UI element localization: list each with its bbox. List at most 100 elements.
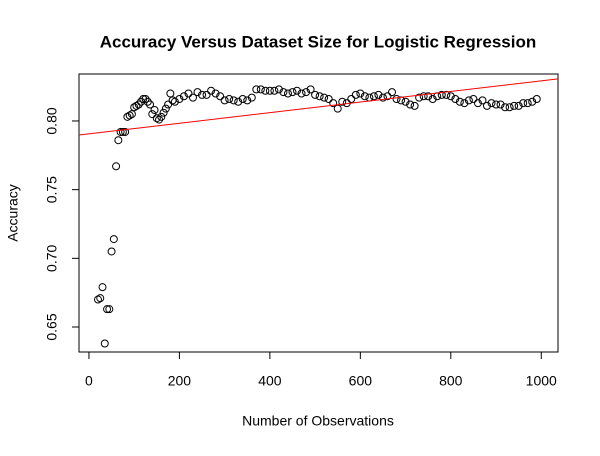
point (279, 88, 288, 97)
point (383, 92, 392, 101)
point (320, 93, 329, 102)
point (464, 96, 473, 105)
y-tick-label: 0.70 (44, 244, 60, 271)
point (306, 85, 315, 94)
point (315, 92, 324, 101)
point (437, 90, 446, 99)
point (170, 97, 179, 106)
point (510, 101, 519, 110)
y-tick-label: 0.75 (44, 176, 60, 203)
point (161, 104, 170, 113)
point (238, 94, 247, 103)
point (329, 99, 338, 108)
point (392, 94, 401, 103)
point (107, 247, 116, 256)
point (247, 93, 256, 102)
point (274, 85, 283, 94)
point (283, 89, 292, 98)
point (98, 283, 107, 292)
point (252, 85, 261, 94)
point (184, 89, 193, 98)
point (216, 92, 225, 101)
point (114, 136, 123, 145)
chart-title: Accuracy Versus Dataset Size for Logisti… (100, 32, 537, 51)
x-tick-label: 800 (439, 373, 463, 389)
point (234, 97, 243, 106)
point (406, 100, 415, 109)
x-axis-label: Number of Observations (242, 413, 394, 429)
y-axis-label: Accuracy (5, 184, 21, 242)
point (211, 89, 220, 98)
point (109, 235, 118, 244)
point (428, 94, 437, 103)
point (388, 88, 397, 97)
point (324, 94, 333, 103)
point (333, 104, 342, 113)
point (356, 89, 365, 98)
point (446, 92, 455, 101)
point (225, 94, 234, 103)
point (482, 101, 491, 110)
point (103, 305, 112, 314)
y-tick-label: 0.65 (44, 313, 60, 340)
point (401, 97, 410, 106)
point (105, 305, 114, 314)
point (415, 93, 424, 102)
point (487, 99, 496, 108)
point (302, 88, 311, 97)
point (193, 88, 202, 97)
point (478, 96, 487, 105)
point (152, 114, 161, 123)
plot-frame (78, 73, 559, 353)
x-tick-label: 400 (258, 373, 282, 389)
point (100, 339, 109, 348)
point (293, 86, 302, 95)
point (492, 100, 501, 109)
point (455, 97, 464, 106)
point (175, 94, 184, 103)
point (202, 90, 211, 99)
point (166, 89, 175, 98)
point (118, 127, 127, 136)
point (442, 90, 451, 99)
point (261, 86, 270, 95)
point (130, 103, 139, 112)
point (256, 85, 265, 94)
point (229, 96, 238, 105)
point (338, 97, 347, 106)
point (146, 100, 155, 109)
point (360, 92, 369, 101)
x-tick-label: 1000 (526, 373, 557, 389)
point (519, 99, 528, 108)
point (155, 115, 164, 124)
point (121, 127, 130, 136)
x-tick-label: 600 (349, 373, 373, 389)
point (243, 96, 252, 105)
point (123, 112, 132, 121)
point (528, 97, 537, 106)
point (179, 92, 188, 101)
point (374, 90, 383, 99)
point (451, 94, 460, 103)
point (351, 90, 360, 99)
point (96, 294, 105, 303)
point (523, 99, 532, 108)
point (139, 94, 148, 103)
point (410, 101, 419, 110)
point (378, 93, 387, 102)
point (419, 92, 428, 101)
point (501, 103, 510, 112)
point (311, 90, 320, 99)
point (496, 100, 505, 109)
point (134, 100, 143, 109)
point (288, 88, 297, 97)
point (469, 94, 478, 103)
point (270, 86, 279, 95)
point (127, 110, 136, 119)
point (460, 99, 469, 108)
point (532, 94, 541, 103)
point (347, 94, 356, 103)
point (132, 101, 141, 110)
point (148, 110, 157, 119)
